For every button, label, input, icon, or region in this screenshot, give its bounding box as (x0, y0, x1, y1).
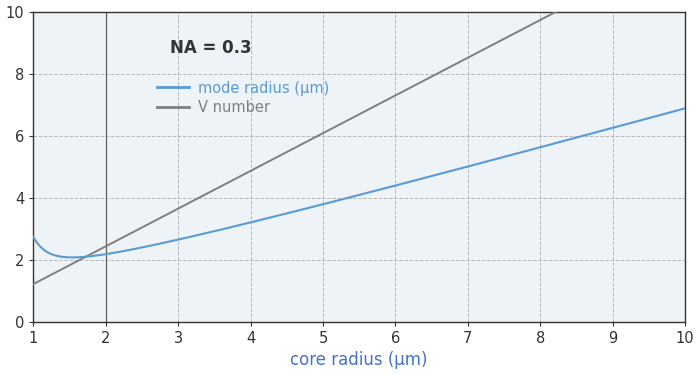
Text: NA = 0.3: NA = 0.3 (170, 39, 252, 57)
Legend: mode radius (μm), V number: mode radius (μm), V number (151, 75, 335, 121)
X-axis label: core radius (μm): core radius (μm) (290, 351, 428, 369)
